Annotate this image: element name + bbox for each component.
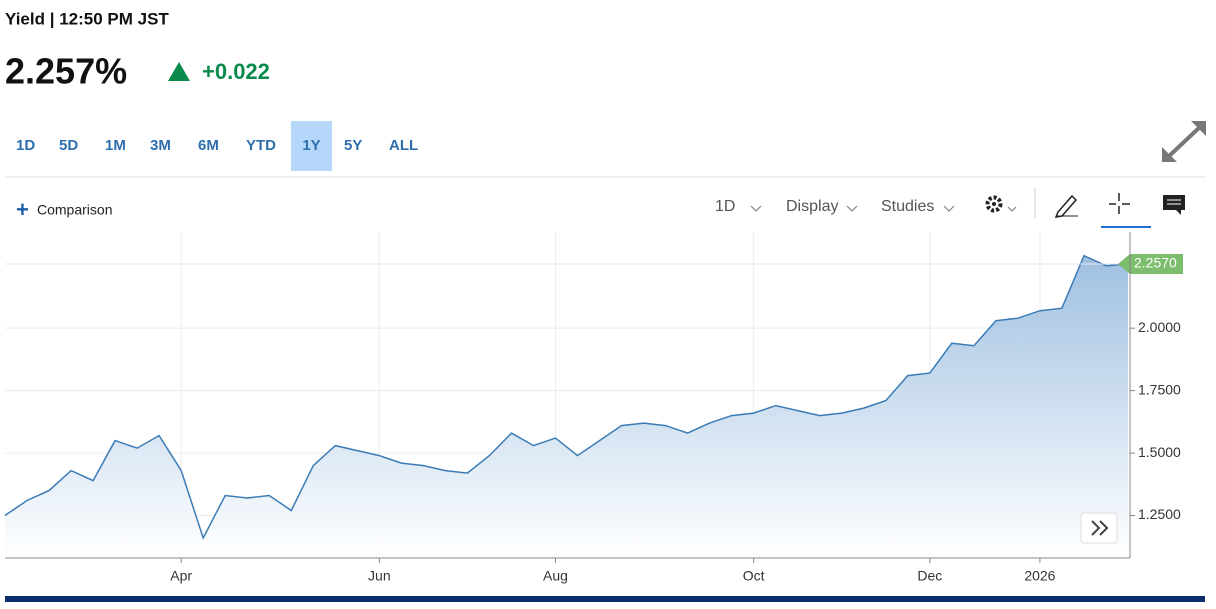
range-button[interactable]: 5D — [59, 137, 78, 154]
change: +0.022 — [202, 59, 270, 84]
range-button[interactable]: 1Y — [302, 137, 320, 154]
range-bar: 1D 5D 1M 3M 6M YTD 1Y 5Y ALL — [16, 121, 418, 171]
range-button[interactable]: 1M — [105, 137, 126, 154]
x-tick-label: 2026 — [1024, 568, 1055, 584]
display[interactable]: Display — [786, 198, 838, 215]
draw-icon[interactable] — [1054, 194, 1078, 218]
up-arrow — [168, 62, 190, 81]
x-tick-label: Jun — [368, 568, 391, 584]
last-tag — [1118, 253, 1183, 274]
caret — [943, 205, 955, 212]
crosshair-icon[interactable] — [1109, 193, 1130, 214]
last-label: 2.2570 — [1134, 255, 1177, 271]
area — [5, 255, 1128, 558]
range-button[interactable]: 6M — [198, 137, 219, 154]
x-tick-label: Oct — [743, 568, 765, 584]
caret — [846, 205, 858, 212]
range-button[interactable]: 5Y — [344, 137, 362, 154]
y-tick-label: 1.7500 — [1138, 381, 1181, 397]
plus-icon: + — [16, 197, 29, 222]
range-button[interactable]: 1D — [16, 137, 35, 154]
y-tick-label: 1.2500 — [1138, 506, 1181, 522]
range-button[interactable]: 3M — [150, 137, 171, 154]
line — [4, 254, 1129, 540]
price: 2.257% — [5, 51, 127, 92]
plot: 1.2500 1.5000 1.7500 2.0000 Apr Jun Aug Oct Dec 2… — [4, 232, 1183, 584]
footer-bar — [5, 596, 1205, 602]
x-tick-label: Dec — [917, 568, 942, 584]
caret — [750, 205, 762, 212]
range-button[interactable]: ALL — [389, 137, 418, 154]
x-tick-label: Apr — [170, 568, 192, 584]
studies[interactable]: Studies — [881, 198, 934, 215]
range-selected — [291, 121, 332, 171]
interval[interactable]: 1D — [715, 198, 735, 215]
scroll-icon — [1091, 520, 1109, 536]
comparison[interactable]: Comparison — [37, 202, 112, 218]
x-tick-label: Aug — [543, 568, 568, 584]
header-title: Yield | 12:50 PM JST — [5, 9, 169, 28]
expand-icon — [1162, 121, 1206, 162]
settings-icon[interactable] — [985, 195, 1017, 213]
range-button[interactable]: YTD — [246, 137, 276, 154]
comment-icon[interactable] — [1163, 195, 1185, 215]
y-tick-label: 2.0000 — [1138, 319, 1181, 335]
y-tick-label: 1.5000 — [1138, 444, 1181, 460]
